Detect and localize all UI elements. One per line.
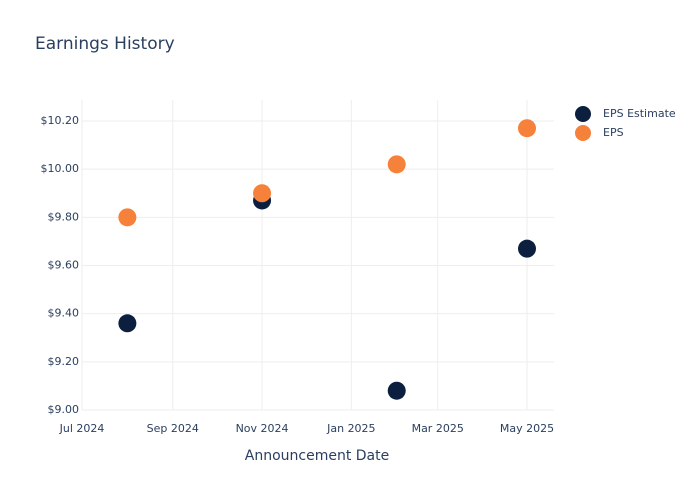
point [118, 208, 137, 227]
x-tick-label: Jul 2024 [59, 422, 105, 435]
legend-marker [575, 106, 591, 122]
x-tick-label: Sep 2024 [147, 422, 199, 435]
y-tick-label: $9.60 [48, 259, 80, 272]
y-tick-label: $9.00 [48, 403, 80, 416]
legend-label: EPS [603, 126, 624, 139]
y-tick-label: $10.20 [41, 114, 80, 127]
y-tick-label: $9.80 [48, 210, 80, 223]
point [518, 119, 536, 138]
x-tick-label: Nov 2024 [236, 422, 289, 435]
point [387, 381, 406, 400]
x-tick-label: May 2025 [500, 422, 554, 435]
y-tick-label: $10.00 [41, 162, 80, 175]
point [518, 239, 536, 258]
chart-title: Earnings History [35, 34, 175, 54]
y-tick-label: $9.20 [48, 355, 80, 368]
x-tick-label: Jan 2025 [326, 422, 375, 435]
y-tick-label: $9.40 [48, 307, 80, 320]
point [253, 184, 272, 203]
point [387, 155, 406, 174]
x-axis-title: Announcement Date [245, 448, 389, 464]
legend-label: EPS Estimate [603, 107, 676, 120]
legend-marker [575, 125, 591, 141]
point [118, 314, 137, 333]
x-tick-label: Mar 2025 [412, 422, 464, 435]
